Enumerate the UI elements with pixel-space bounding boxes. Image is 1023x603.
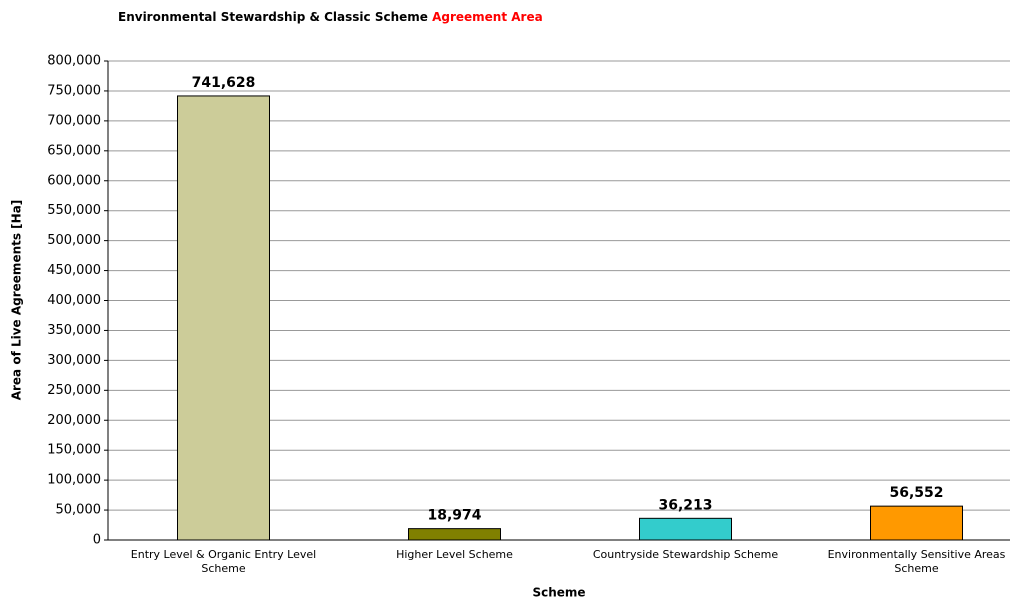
data-label: 56,552 [889, 485, 943, 501]
y-tick-label: 550,000 [47, 203, 101, 218]
data-label: 741,628 [192, 75, 256, 91]
y-tick-label: 300,000 [47, 353, 101, 368]
y-tick-label: 400,000 [47, 293, 101, 308]
bar [870, 505, 963, 541]
y-tick-label: 500,000 [47, 233, 101, 248]
bar [408, 528, 501, 541]
y-tick-label: 600,000 [47, 173, 101, 188]
title-main: Environmental Stewardship & Classic Sche… [118, 10, 428, 24]
y-tick-label: 450,000 [47, 263, 101, 278]
x-tick-label: Higher Level Scheme [396, 548, 513, 561]
y-tick-label: 50,000 [56, 503, 102, 518]
title-highlight: Agreement Area [432, 10, 543, 24]
y-tick-label: 200,000 [47, 413, 101, 428]
x-tick-label: Entry Level & Organic Entry Level Scheme [130, 548, 317, 575]
x-tick-label: Countryside Stewardship Scheme [592, 548, 779, 561]
bar [177, 95, 270, 541]
y-tick-label: 150,000 [47, 443, 101, 458]
x-tick-label: Environmentally Sensitive Areas Scheme [827, 548, 1006, 575]
x-tick-label-box: Environmentally Sensitive Areas Scheme [827, 548, 1006, 575]
data-label: 18,974 [427, 508, 481, 524]
x-axis-label: Scheme [532, 586, 585, 600]
y-tick-label: 650,000 [47, 143, 101, 158]
y-tick-label: 750,000 [47, 83, 101, 98]
y-axis-label: Area of Live Agreements [Ha] [10, 200, 24, 401]
y-tick-label: 250,000 [47, 383, 101, 398]
chart-title: Environmental Stewardship & Classic Sche… [118, 10, 543, 24]
x-tick-label-box: Entry Level & Organic Entry Level Scheme [130, 548, 317, 575]
y-tick-label: 0 [93, 533, 101, 548]
x-tick-label-box: Countryside Stewardship Scheme [592, 548, 779, 561]
y-tick-label: 350,000 [47, 323, 101, 338]
y-tick-label: 100,000 [47, 473, 101, 488]
y-tick-label: 800,000 [47, 54, 101, 69]
bar [639, 517, 732, 541]
data-label: 36,213 [658, 497, 712, 513]
y-tick-label: 700,000 [47, 113, 101, 128]
x-tick-label-box: Higher Level Scheme [396, 548, 513, 561]
